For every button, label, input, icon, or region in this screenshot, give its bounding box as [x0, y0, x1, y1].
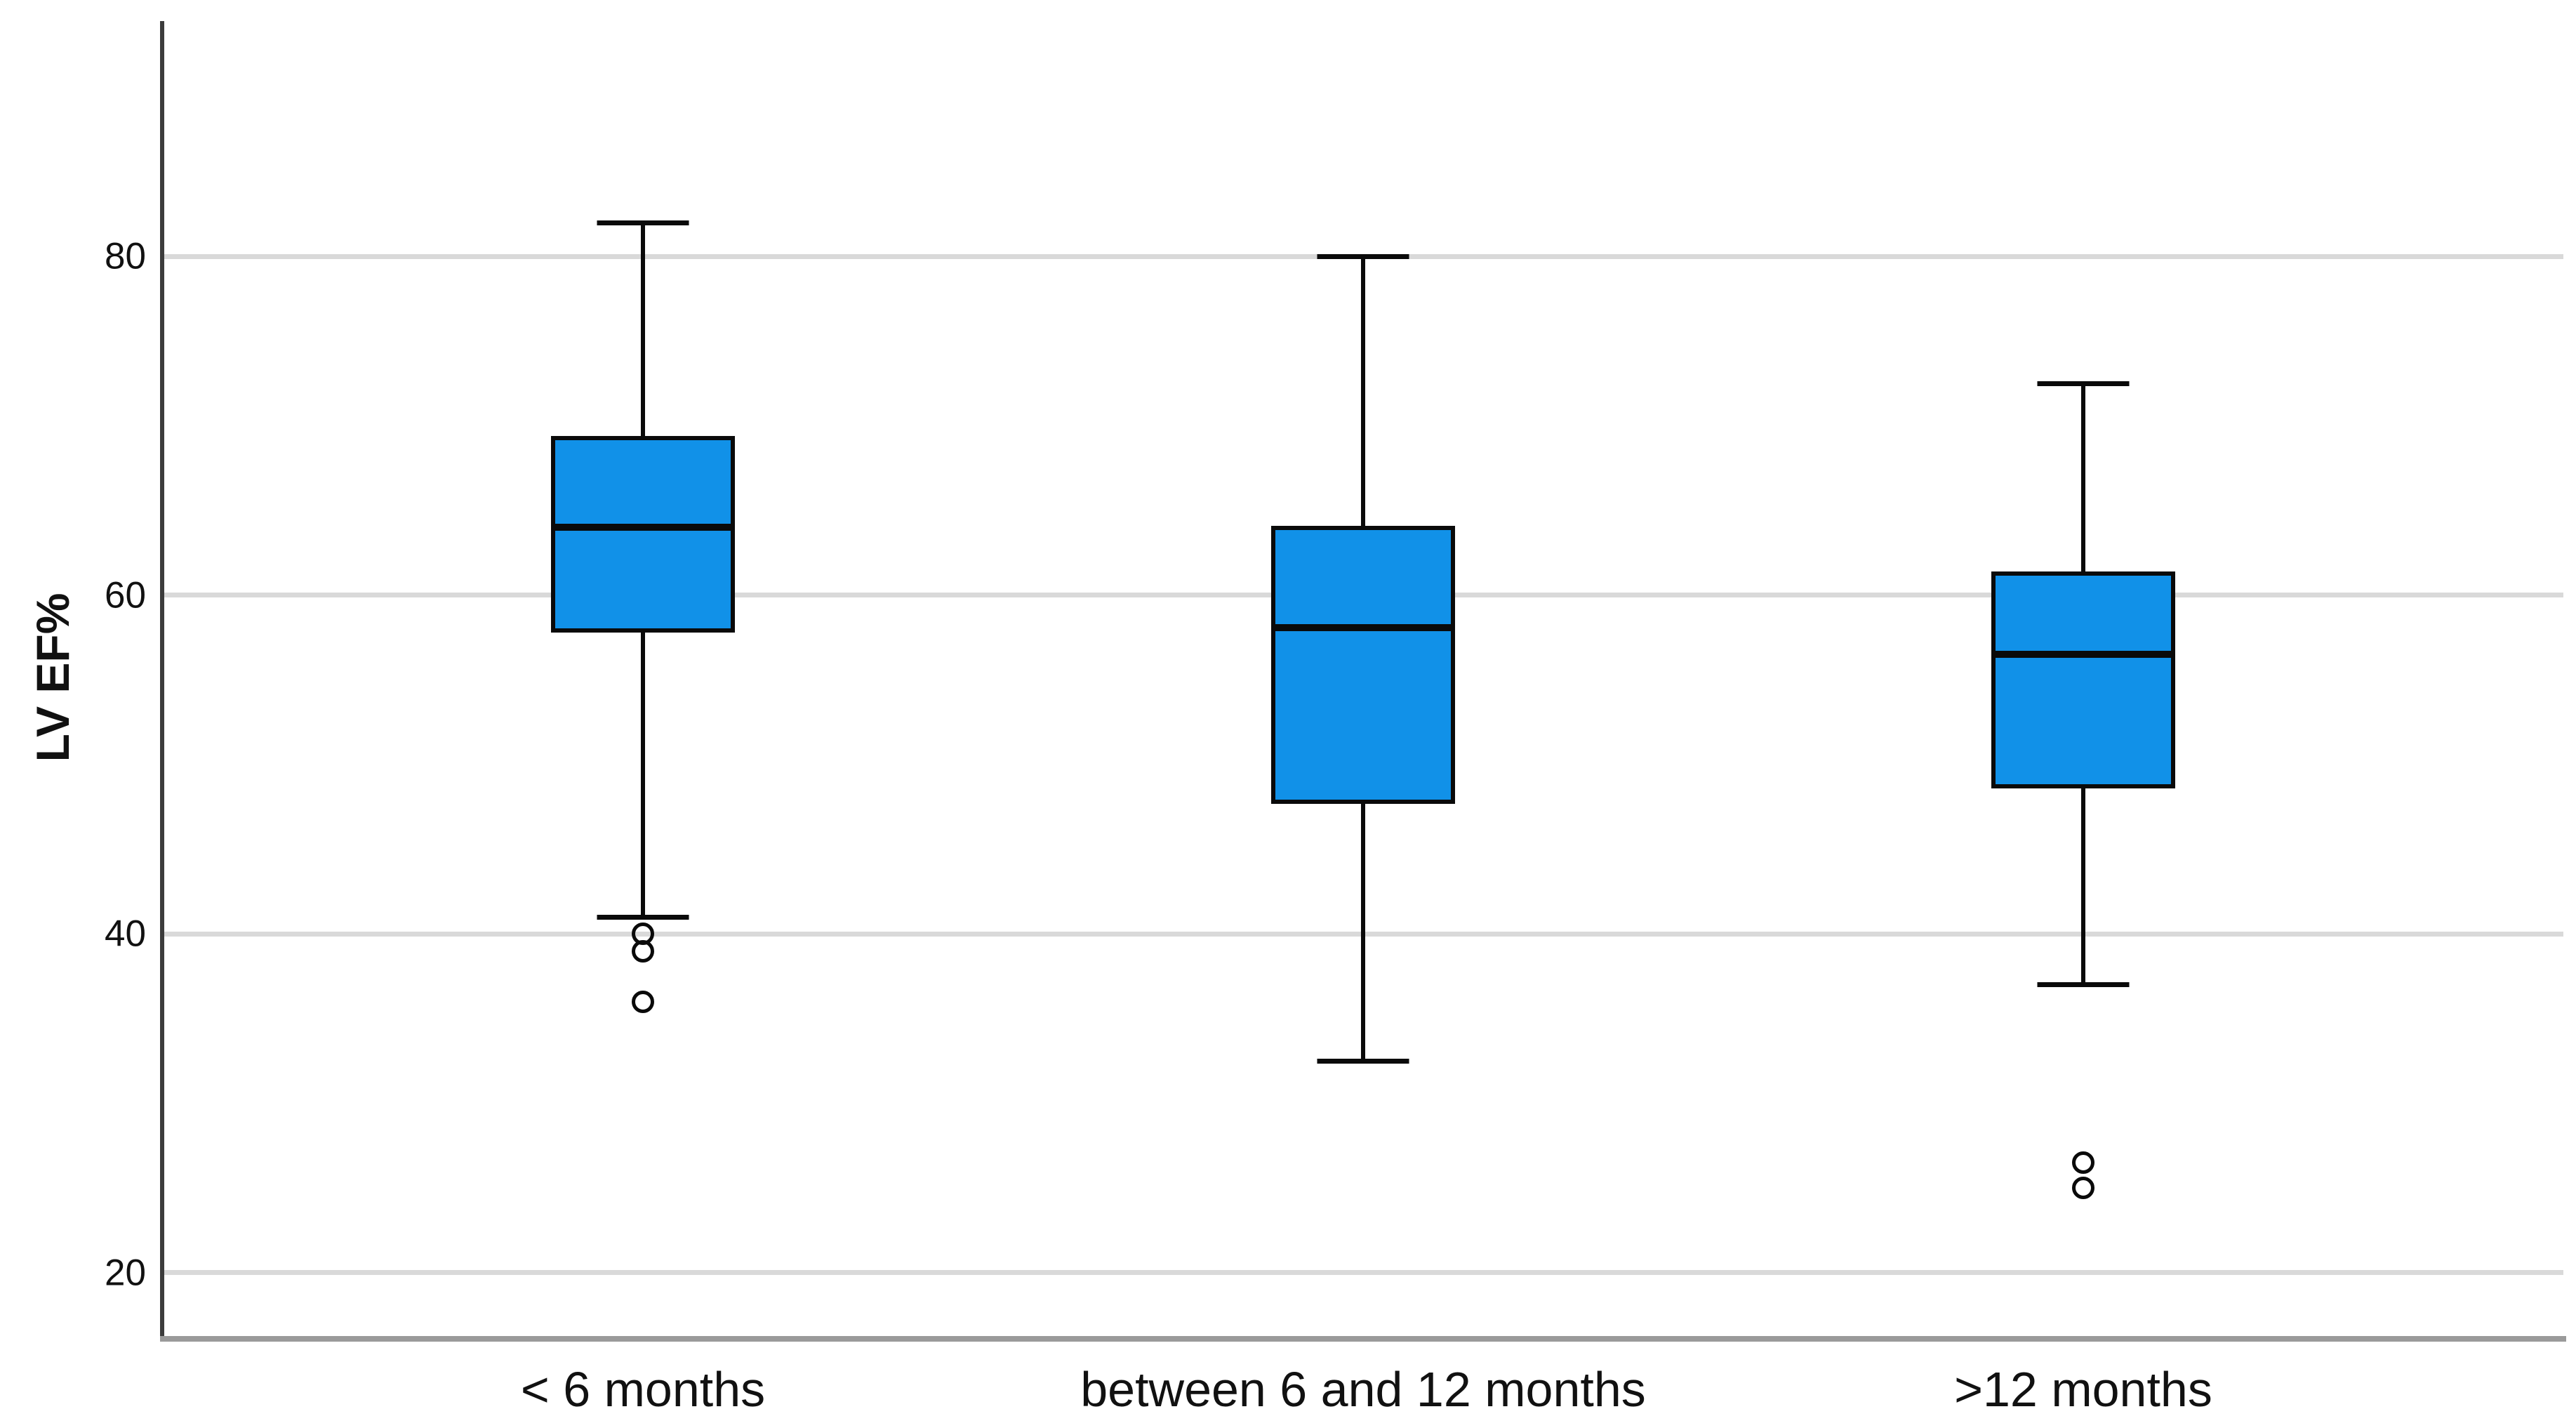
- box-rect: [1271, 525, 1455, 804]
- lower-whisker-line: [1361, 803, 1365, 1062]
- upper-whisker-cap: [597, 220, 689, 225]
- lower-whisker-cap: [1317, 1058, 1409, 1064]
- x-axis-line: [160, 1336, 2566, 1342]
- upper-whisker-line: [2081, 383, 2085, 572]
- upper-whisker-line: [1361, 256, 1365, 526]
- upper-whisker-cap: [1317, 253, 1409, 259]
- outlier-point: [2072, 1151, 2094, 1175]
- upper-whisker-cap: [2037, 381, 2130, 386]
- y-axis-title: LV EF%: [27, 593, 79, 762]
- y-tick-label: 20: [105, 1252, 146, 1294]
- median-line: [554, 524, 732, 531]
- category-label: >12 months: [1954, 1362, 2212, 1417]
- box-rect: [551, 436, 735, 633]
- upper-whisker-line: [641, 223, 645, 437]
- outlier-point: [632, 939, 654, 963]
- category-label: < 6 months: [520, 1362, 766, 1417]
- median-line: [1994, 651, 2172, 659]
- y-tick-label: 80: [105, 235, 146, 277]
- y-tick-label: 60: [105, 574, 146, 616]
- lower-whisker-cap: [597, 914, 689, 920]
- gridline: [163, 1270, 2563, 1276]
- y-axis-line: [160, 21, 164, 1339]
- median-line: [1274, 623, 1452, 631]
- category-label: between 6 and 12 months: [1080, 1362, 1646, 1417]
- outlier-point: [2072, 1177, 2094, 1200]
- box-rect: [1991, 571, 2175, 788]
- lower-whisker-cap: [2037, 982, 2130, 988]
- lower-whisker-line: [641, 632, 645, 918]
- y-tick-label: 40: [105, 913, 146, 955]
- lower-whisker-line: [2081, 788, 2085, 985]
- outlier-point: [632, 990, 654, 1013]
